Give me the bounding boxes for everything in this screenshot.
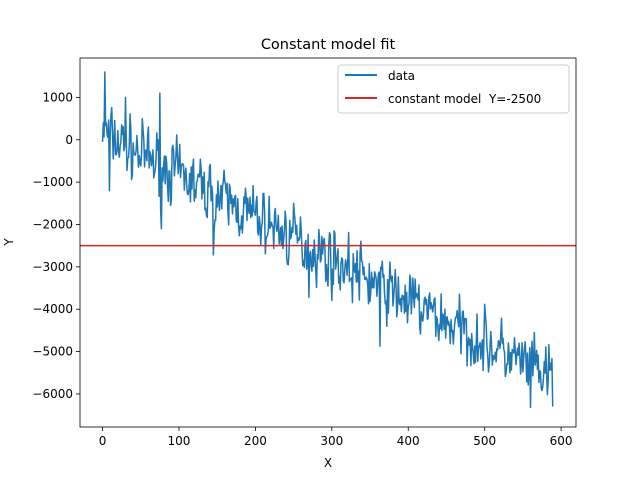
y-tick-label: 1000 [42, 90, 73, 104]
series-line-data [101, 71, 554, 409]
y-tick-label: −3000 [32, 260, 73, 274]
axes-frame [79, 57, 577, 428]
legend-box [337, 64, 570, 114]
y-tick-label: −6000 [32, 387, 73, 401]
y-axis-label: Y [2, 238, 16, 247]
x-tick-label: 100 [168, 434, 191, 448]
x-axis-label: X [324, 456, 332, 470]
plot-area [80, 58, 576, 427]
x-tick-label: 600 [550, 434, 573, 448]
chart-title: Constant model fit [261, 37, 396, 53]
y-tick-label: −4000 [32, 302, 73, 316]
x-tick-label: 500 [473, 434, 496, 448]
x-tick-label: 0 [99, 434, 107, 448]
y-axis: −6000 −5000 −4000 −3000 −2000 −1000 0 1000 [32, 90, 80, 401]
y-tick-label: −2000 [32, 217, 73, 231]
x-tick-label: 300 [320, 434, 343, 448]
x-tick-label: 400 [397, 434, 420, 448]
y-tick-label: −5000 [32, 345, 73, 359]
axes-border [79, 57, 577, 428]
x-tick-label: 200 [244, 434, 267, 448]
legend-label-constant-model: constant model Y=-2500 [388, 92, 541, 106]
legend: data constant model Y=-2500 [337, 64, 570, 114]
data-layer [80, 71, 576, 409]
y-tick-label: −1000 [32, 175, 73, 189]
axes-background [80, 58, 576, 427]
legend-label-data: data [388, 69, 415, 83]
y-tick-label: 0 [65, 133, 73, 147]
x-axis: 0 100 200 300 400 500 600 [99, 427, 573, 448]
